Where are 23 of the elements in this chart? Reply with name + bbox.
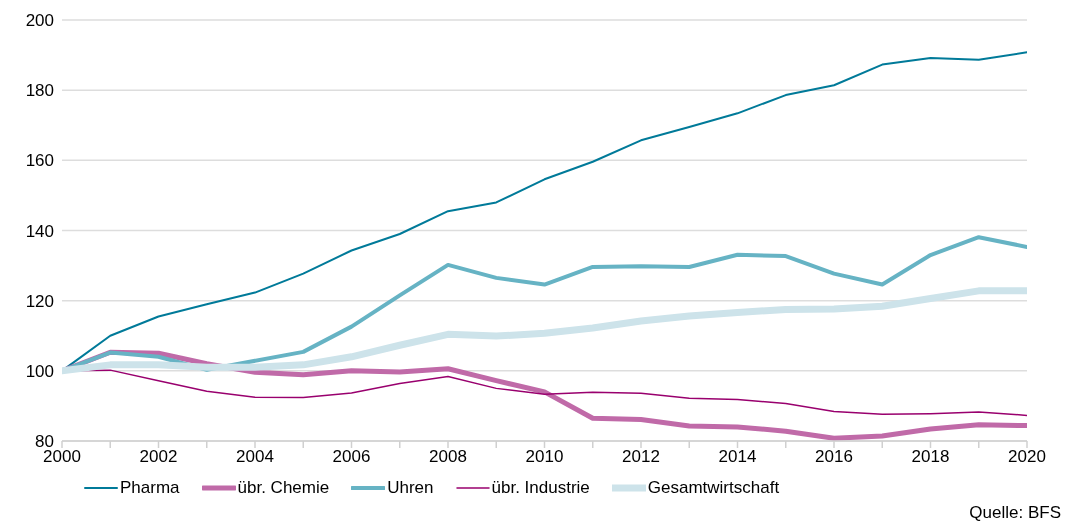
legend-label: übr. Chemie bbox=[237, 478, 330, 498]
legend-label: Pharma bbox=[120, 478, 180, 498]
legend-label: Uhren bbox=[387, 478, 434, 498]
y-tick-label: 140 bbox=[25, 221, 54, 241]
legend-label: übr. Industrie bbox=[491, 478, 590, 498]
x-tick-label: 2002 bbox=[139, 447, 178, 467]
y-tick-label: 180 bbox=[25, 81, 54, 101]
y-tick-label: 100 bbox=[25, 361, 54, 381]
x-tick-label: 2016 bbox=[815, 447, 853, 467]
y-tick-label: 160 bbox=[25, 151, 54, 171]
x-tick-label: 2020 bbox=[1008, 447, 1046, 467]
x-tick-label: 2010 bbox=[525, 447, 564, 467]
legend-label: Gesamtwirtschaft bbox=[647, 478, 780, 498]
x-tick-label: 2014 bbox=[718, 447, 757, 467]
x-tick-label: 2006 bbox=[332, 447, 371, 467]
x-tick-label: 2004 bbox=[236, 447, 274, 467]
y-tick-label: 120 bbox=[25, 291, 54, 311]
source-note: Quelle: BFS bbox=[969, 503, 1061, 523]
y-tick-label: 200 bbox=[25, 11, 54, 31]
x-tick-label: 2008 bbox=[429, 447, 467, 467]
x-tick-label: 2000 bbox=[43, 447, 81, 467]
x-tick-label: 2018 bbox=[911, 447, 950, 467]
x-tick-label: 2012 bbox=[622, 447, 660, 467]
